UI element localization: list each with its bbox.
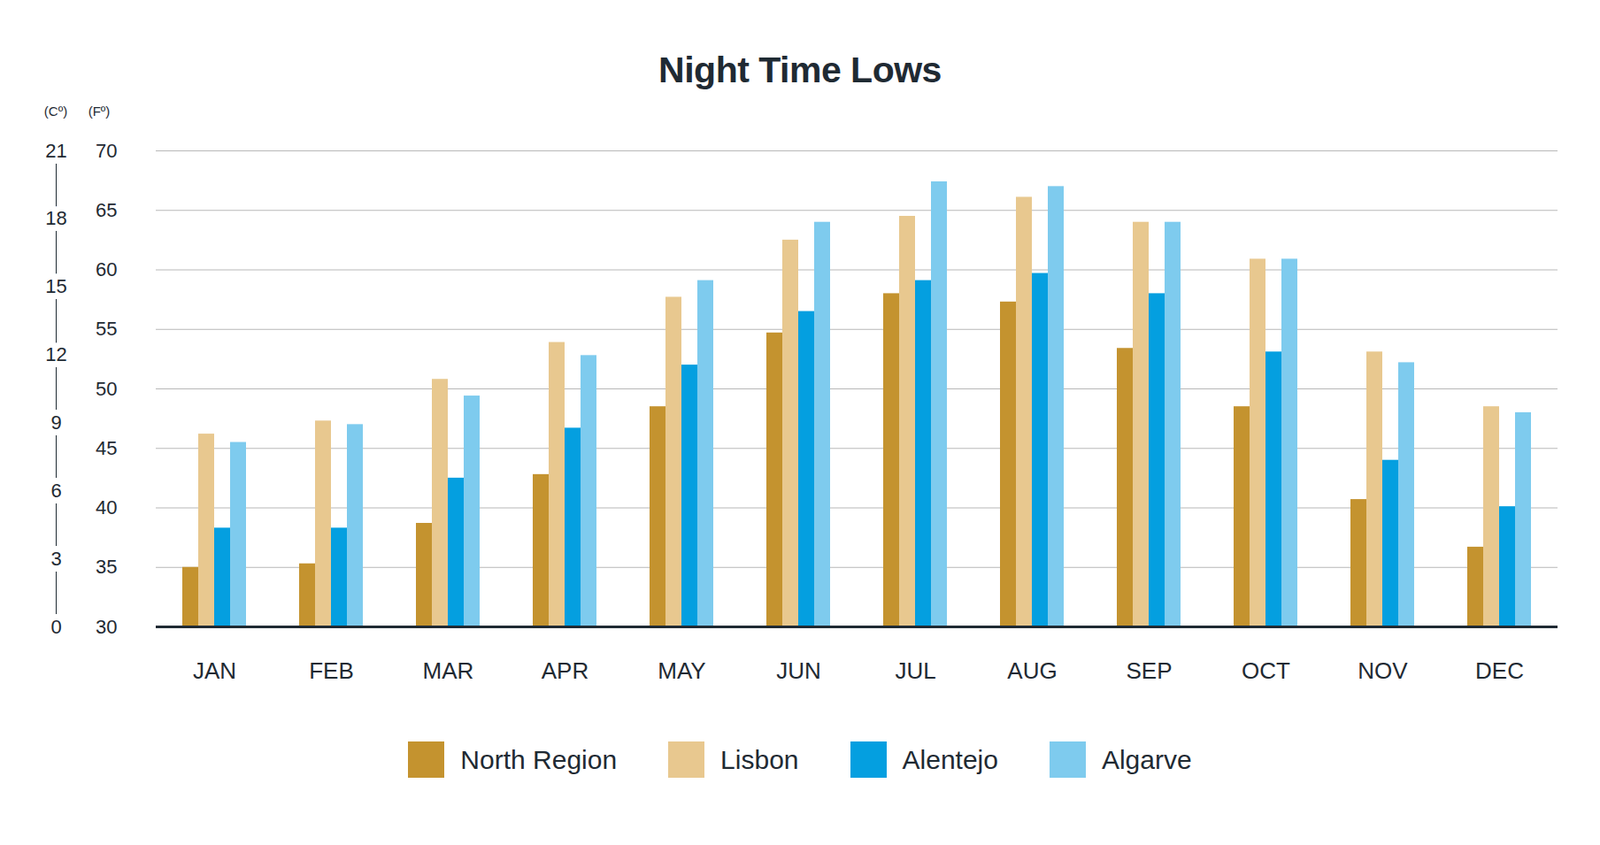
svg-text:12: 12 [45,343,67,366]
svg-text:55: 55 [95,317,117,340]
svg-text:30: 30 [95,615,117,639]
svg-text:AUG: AUG [1007,657,1057,685]
svg-text:60: 60 [95,258,117,281]
svg-text:9: 9 [50,411,62,434]
svg-text:35: 35 [95,555,117,578]
svg-text:0: 0 [50,615,62,639]
html-text:Algarve: Algarve [1101,744,1192,774]
svg-text:70: 70 [95,139,117,162]
svg-text:21: 21 [45,139,67,162]
svg-text:FEB: FEB [308,657,354,685]
svg-text:40: 40 [95,496,117,519]
svg-text:6: 6 [50,479,62,502]
html-text:Alentejo: Alentejo [902,744,999,774]
svg-text:SEP: SEP [1125,657,1172,685]
svg-text:APR: APR [541,657,589,685]
svg-text:OCT: OCT [1241,657,1291,685]
html-text:Lisbon: Lisbon [720,744,799,774]
svg-text:MAR: MAR [423,657,475,685]
html-text:North Region: North Region [460,744,617,774]
html-text:Night Time Lows: Night Time Lows [658,49,942,91]
svg-text:15: 15 [45,275,67,298]
svg-text:50: 50 [95,377,117,400]
svg-text:DEC: DEC [1475,657,1524,685]
svg-text:65: 65 [95,199,117,222]
html-text:(Fº): (Fº) [88,103,110,119]
svg-text:NOV: NOV [1357,657,1408,685]
svg-text:JUL: JUL [894,657,936,685]
svg-text:18: 18 [45,207,67,230]
svg-text:45: 45 [95,437,117,460]
svg-text:JAN: JAN [192,657,237,685]
svg-text:JUN: JUN [776,657,822,685]
svg-text:MAY: MAY [657,657,706,685]
html-text:(Cº): (Cº) [44,103,68,119]
svg-text:3: 3 [50,547,62,570]
